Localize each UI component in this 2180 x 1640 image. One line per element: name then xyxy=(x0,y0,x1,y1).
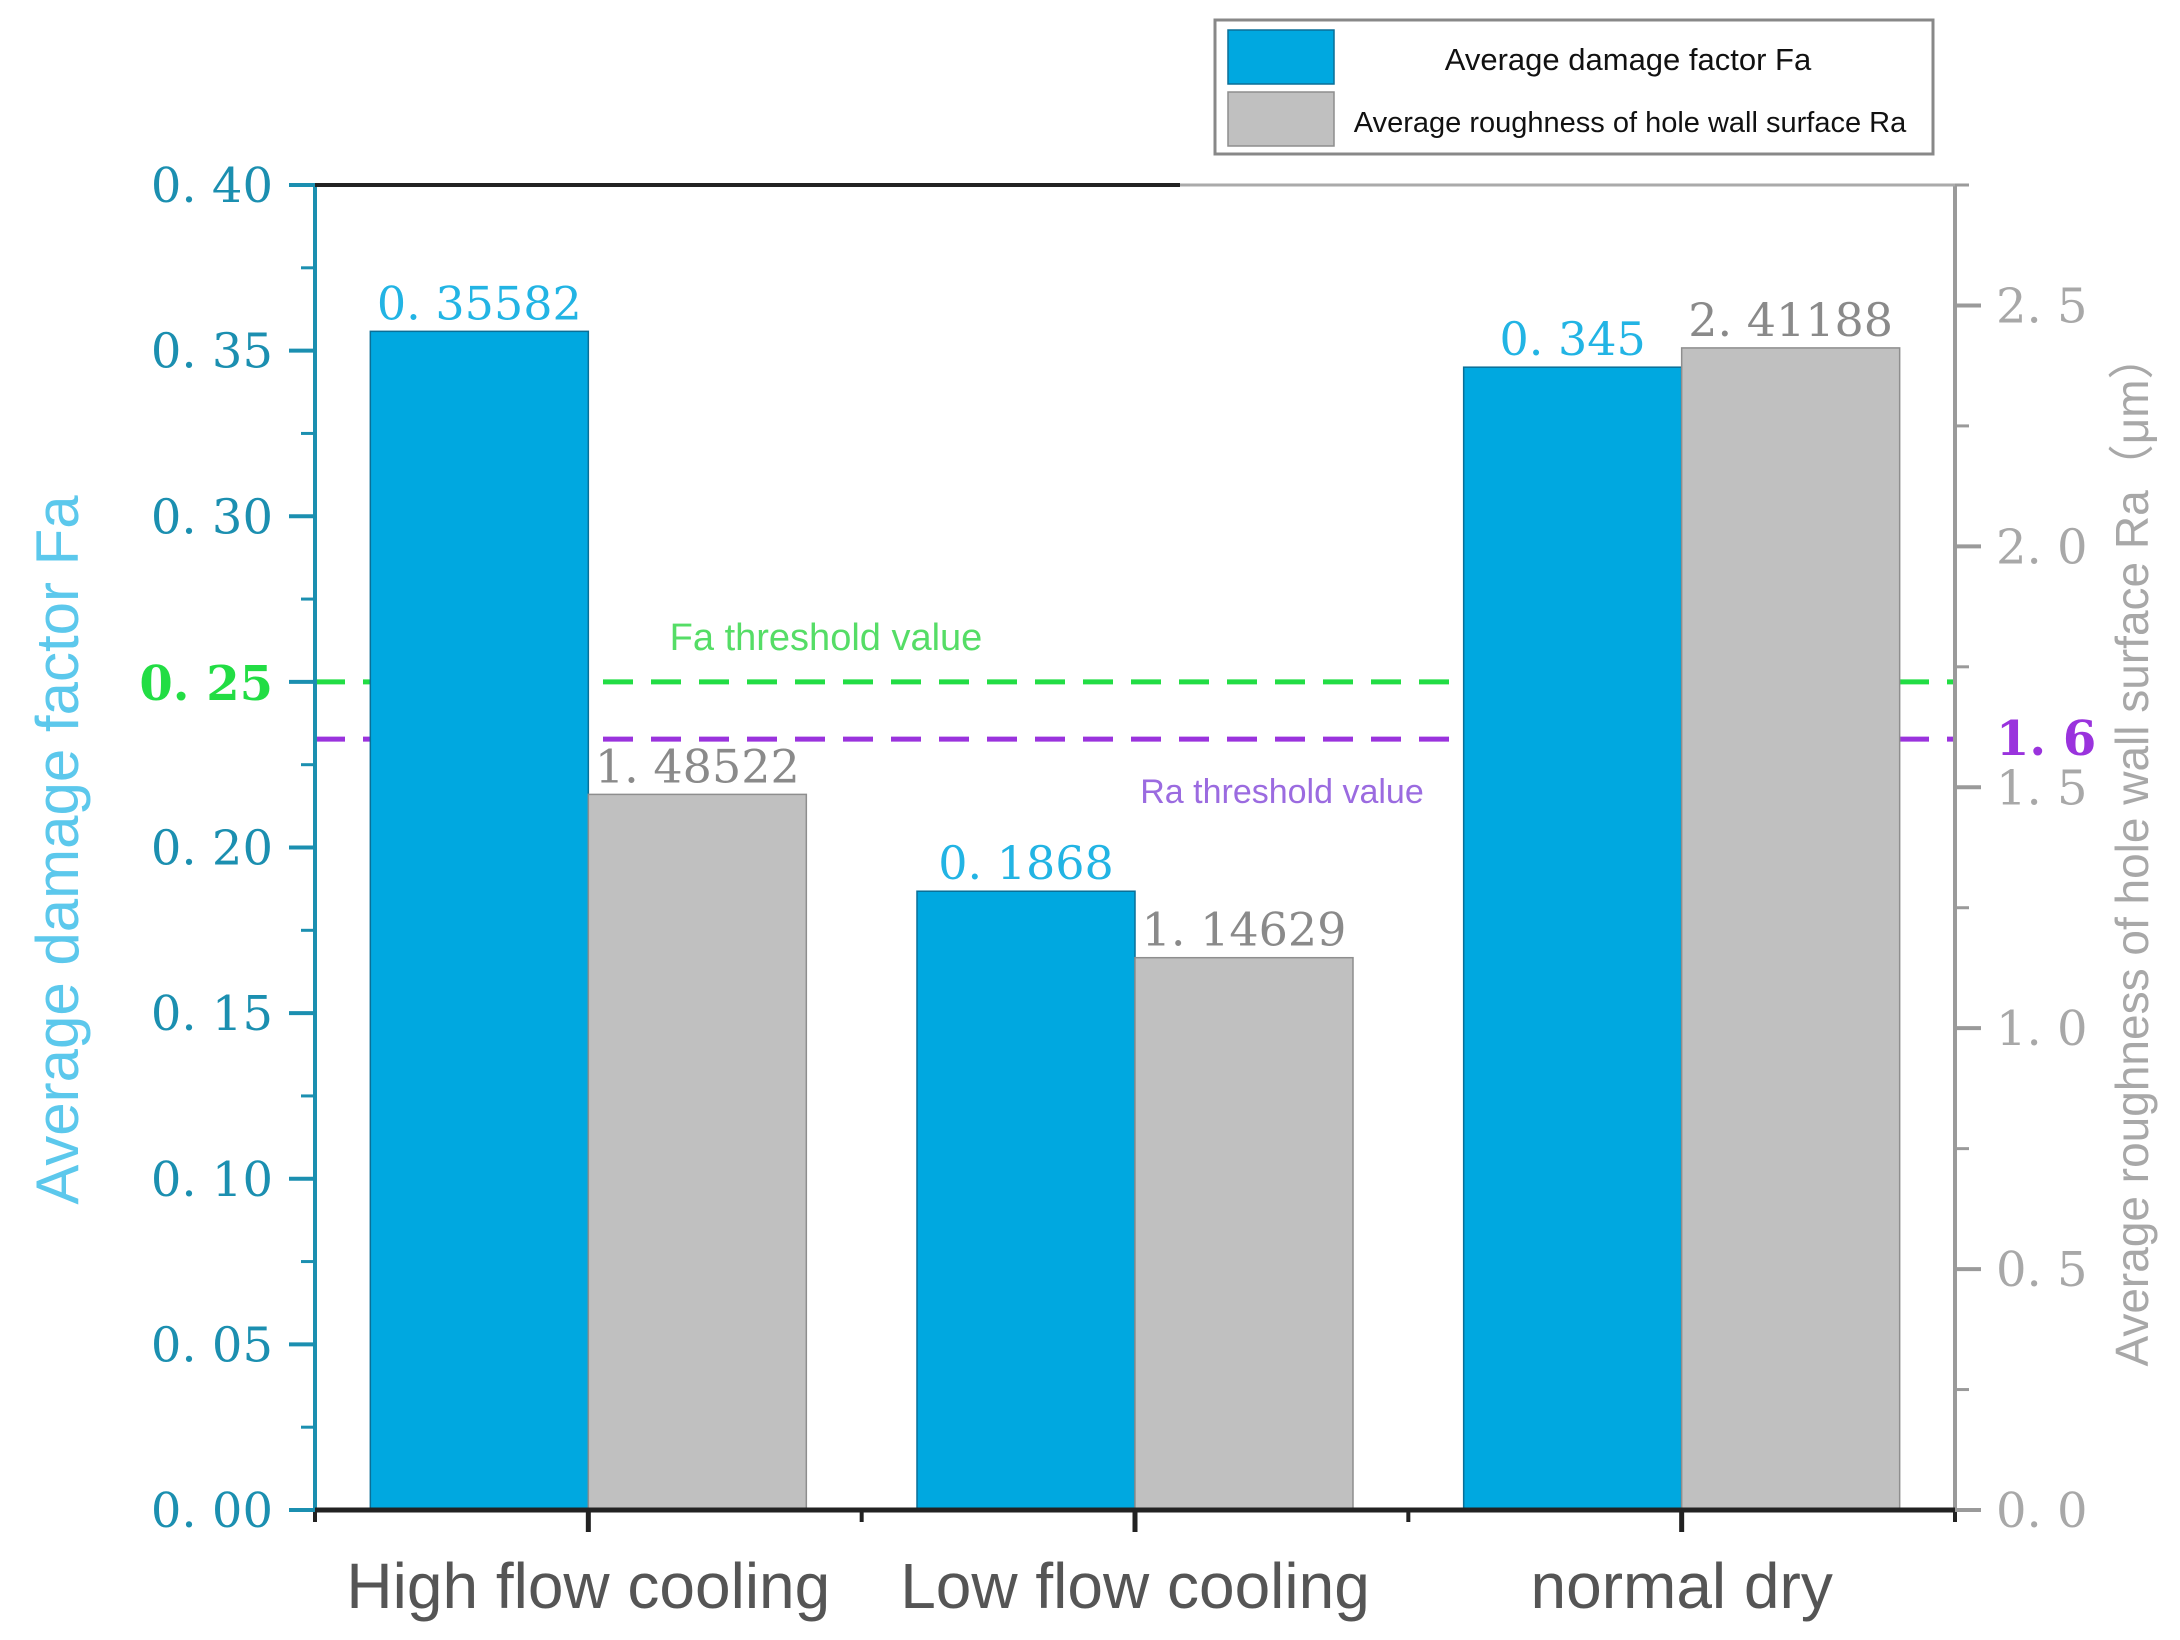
legend-label-average-damage-factor-fa: Average damage factor Fa xyxy=(1445,42,1812,77)
data-label-average-damage-factor-fa-normal-dry: 0. 345 xyxy=(1500,312,1646,366)
right-tick-label: 2. 5 xyxy=(1996,278,2088,334)
labels: 0. 35582 1. 48522 High flow cooling 0. 1868… xyxy=(24,158,2158,1622)
bar-average-roughness-of-hole-wall-surface-ra-normal-dry xyxy=(1680,347,1901,1511)
data-label-average-roughness-of-hole-wall-surface-ra-high-flow-cooling: 1. 48522 xyxy=(595,739,800,793)
data-label-average-damage-factor-fa-high-flow-cooling: 0. 35582 xyxy=(377,276,582,330)
data-label-average-roughness-of-hole-wall-surface-ra-low-flow-cooling: 1. 14629 xyxy=(1142,903,1347,957)
legend-swatch-average-damage-factor-fa xyxy=(1227,29,1335,85)
legend-swatch-average-roughness-of-hole-wall-surface-ra xyxy=(1227,91,1335,147)
left-tick-label: 0. 10 xyxy=(151,1152,273,1208)
threshold-text-fa-threshold-value: Fa threshold value xyxy=(670,617,983,659)
left-tick-label: 0. 20 xyxy=(151,821,273,877)
right-tick-label: 2. 0 xyxy=(1996,519,2088,575)
x-tick-label-high-flow-cooling: High flow cooling xyxy=(346,1550,830,1622)
left-tick-label: 0. 15 xyxy=(151,986,273,1042)
left-tick-label: 0. 30 xyxy=(151,489,273,545)
right-tick-label: 1. 5 xyxy=(1996,760,2088,816)
bars xyxy=(369,330,1901,1511)
legend: Average damage factor Fa Average roughnes… xyxy=(1213,18,1935,156)
threshold-tick-label-left: 0. 25 xyxy=(139,656,273,712)
threshold-tick-label-right: 1. 6 xyxy=(1996,711,2096,767)
legend-label-average-roughness-of-hole-wall-surface-ra: Average roughness of hole wall surface R… xyxy=(1354,107,1907,139)
threshold-text-ra-threshold-value: Ra threshold value xyxy=(1140,773,1424,811)
left-tick-label: 0. 00 xyxy=(151,1483,273,1539)
bar-average-damage-factor-fa-low-flow-cooling xyxy=(916,890,1136,1511)
right-tick-label: 1. 0 xyxy=(1996,1001,2088,1057)
bar-average-damage-factor-fa-high-flow-cooling xyxy=(369,330,590,1511)
y-axis-title-left: Average damage factor Fa xyxy=(24,495,91,1205)
bar-average-roughness-of-hole-wall-surface-ra-high-flow-cooling xyxy=(587,793,808,1511)
axes xyxy=(289,183,1981,1532)
left-tick-label: 0. 05 xyxy=(151,1317,273,1373)
bar-average-roughness-of-hole-wall-surface-ra-low-flow-cooling xyxy=(1134,956,1354,1511)
right-tick-label: 0. 0 xyxy=(1996,1483,2088,1539)
left-tick-label: 0. 40 xyxy=(151,158,273,214)
bar-average-damage-factor-fa-normal-dry xyxy=(1462,366,1683,1511)
data-label-average-roughness-of-hole-wall-surface-ra-normal-dry: 2. 41188 xyxy=(1688,293,1893,347)
left-tick-label: 0. 35 xyxy=(151,324,273,380)
right-tick-label: 0. 5 xyxy=(1996,1242,2088,1298)
data-label-average-damage-factor-fa-low-flow-cooling: 0. 1868 xyxy=(938,836,1114,890)
x-tick-label-low-flow-cooling: Low flow cooling xyxy=(900,1550,1370,1622)
x-tick-label-normal-dry: normal dry xyxy=(1531,1550,1833,1622)
y-axis-title-right: Average roughness of hole wall surface R… xyxy=(2106,333,2158,1366)
